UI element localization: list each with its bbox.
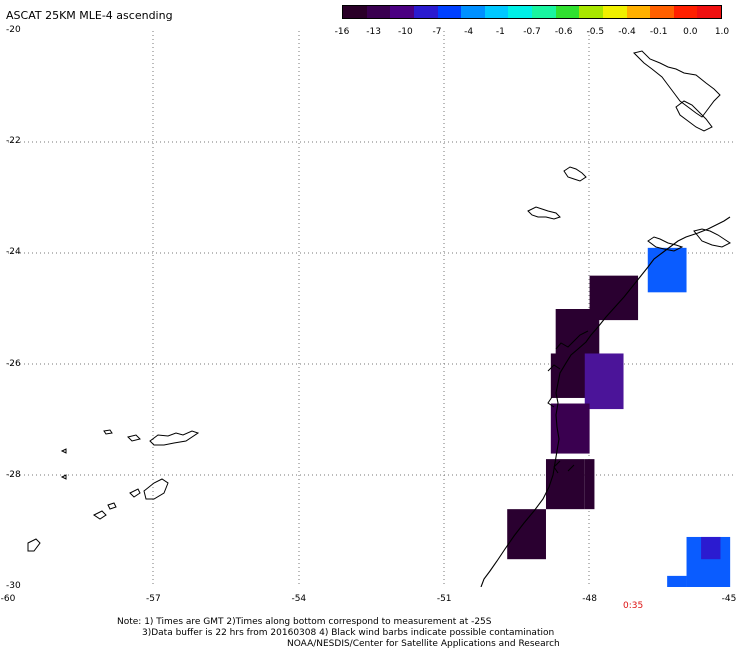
longitude-tick-label: -57 bbox=[146, 594, 161, 604]
wind-data-cell bbox=[584, 353, 624, 410]
color-scale-segment bbox=[532, 6, 556, 18]
note-line-2: 3)Data buffer is 22 hrs from 20160308 4)… bbox=[142, 628, 555, 638]
color-scale-segment bbox=[673, 6, 698, 18]
color-scale-segment bbox=[697, 6, 721, 18]
coastline bbox=[480, 216, 731, 587]
color-scale-tick-label: -4 bbox=[464, 27, 474, 37]
color-scale-tick-label: 1.0 bbox=[714, 27, 730, 37]
wind-data-cell bbox=[550, 353, 590, 398]
color-scale-segment bbox=[508, 6, 532, 18]
color-scale-tick-label: -13 bbox=[366, 27, 382, 37]
map-plot bbox=[8, 31, 735, 587]
latitude-tick-label: -22 bbox=[6, 136, 21, 147]
wind-data-cells bbox=[507, 247, 731, 587]
northern-land-shapes bbox=[527, 50, 731, 252]
longitude-tick-label: -54 bbox=[291, 594, 307, 604]
longitude-tick-label: -51 bbox=[436, 594, 452, 604]
latitude-tick-label: -20 bbox=[6, 25, 21, 35]
color-scale-segment bbox=[650, 6, 674, 18]
wind-data-cell bbox=[555, 309, 600, 360]
latitude-tick-label: -30 bbox=[6, 581, 21, 591]
color-scale-segment bbox=[461, 6, 485, 18]
color-scale-tick-label: 0.0 bbox=[683, 27, 698, 37]
note-line-3: NOAA/NESDIS/Center for Satellite Applica… bbox=[287, 639, 560, 649]
longitude-tick-label: -60 bbox=[0, 594, 16, 604]
color-scale-segment bbox=[437, 6, 462, 18]
color-scale-segment bbox=[343, 6, 367, 18]
color-scale-segment bbox=[555, 6, 580, 18]
color-scale-tick-label: -10 bbox=[397, 27, 413, 37]
color-scale-bar bbox=[342, 5, 722, 19]
wind-data-cell bbox=[507, 509, 546, 560]
color-scale-segment bbox=[390, 6, 414, 18]
note-line-1: Note: 1) Times are GMT 2)Times along bot… bbox=[117, 617, 492, 627]
color-scale-segment bbox=[626, 6, 651, 18]
pass-time-label: 0:35 bbox=[623, 601, 644, 611]
wind-data-cell bbox=[667, 575, 687, 587]
color-scale-tick-label: -16 bbox=[334, 27, 350, 37]
color-scale-tick-label: -0.5 bbox=[586, 27, 605, 37]
wind-data-cell bbox=[545, 459, 585, 510]
color-scale-tick-label: -0.4 bbox=[618, 27, 636, 37]
wind-data-cell bbox=[647, 247, 687, 293]
map-title: ASCAT 25KM MLE-4 ascending bbox=[6, 9, 173, 22]
color-scale-tick-label: -0.1 bbox=[649, 27, 668, 37]
color-scale-segment bbox=[579, 6, 603, 18]
color-scale-tick-label: -0.7 bbox=[523, 27, 541, 37]
color-scale-segment bbox=[413, 6, 438, 18]
longitude-tick-label: -45 bbox=[721, 594, 737, 604]
wind-data-cell bbox=[701, 536, 721, 560]
grid-lines bbox=[8, 31, 735, 587]
latitude-tick-label: -24 bbox=[6, 247, 21, 258]
latitude-tick-label: -26 bbox=[6, 358, 21, 369]
longitude-tick-label: -48 bbox=[582, 594, 597, 604]
color-scale-tick-label: -0.6 bbox=[554, 27, 573, 37]
color-scale-segment bbox=[366, 6, 391, 18]
latitude-tick-label: -28 bbox=[6, 469, 21, 480]
island-shapes bbox=[27, 429, 200, 552]
color-scale-tick-label: -1 bbox=[495, 27, 505, 37]
color-scale-tick-label: -7 bbox=[432, 27, 442, 37]
color-scale-segment bbox=[602, 6, 627, 18]
wind-data-cell bbox=[584, 459, 595, 510]
coastline-detail bbox=[547, 330, 589, 474]
color-scale-segment bbox=[484, 6, 509, 18]
